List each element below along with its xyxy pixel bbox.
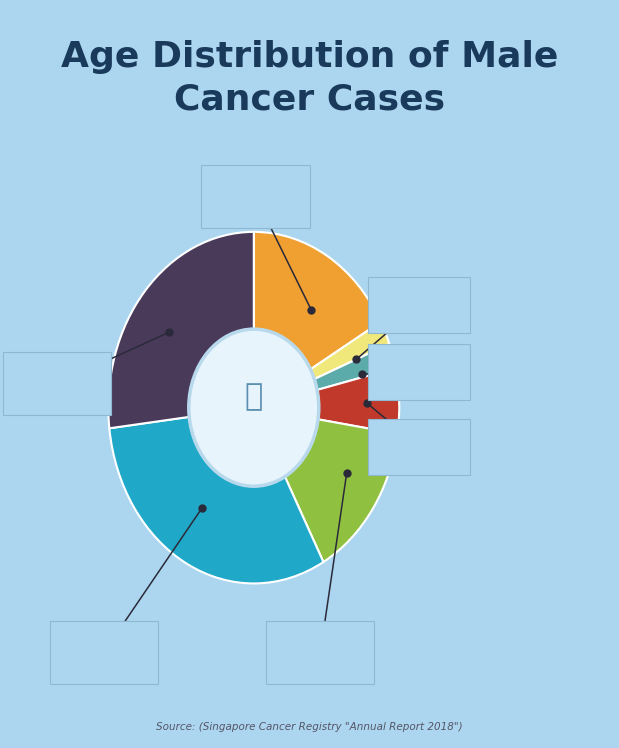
Text: Years old: Years old [393, 441, 446, 453]
Wedge shape [110, 417, 323, 583]
Wedge shape [314, 344, 396, 390]
Text: 🎗: 🎗 [245, 382, 263, 411]
FancyBboxPatch shape [368, 277, 470, 333]
Text: 40-49: 40-49 [402, 428, 436, 441]
Text: Years old: Years old [229, 190, 282, 203]
Text: Years old: Years old [31, 377, 84, 390]
FancyBboxPatch shape [201, 165, 310, 228]
Text: Years old: Years old [393, 298, 446, 311]
FancyBboxPatch shape [368, 419, 470, 475]
FancyBboxPatch shape [50, 621, 158, 684]
Text: Source: (Singapore Cancer Registry "Annual Report 2018"): Source: (Singapore Cancer Registry "Annu… [156, 722, 463, 732]
Text: 80+: 80+ [308, 632, 332, 645]
Text: 60-69: 60-69 [87, 632, 121, 645]
Text: Years old: Years old [77, 646, 130, 659]
Wedge shape [311, 322, 389, 379]
Text: 16.9%: 16.9% [224, 208, 287, 226]
Text: 70-79: 70-79 [40, 363, 74, 375]
Text: 14.7%: 14.7% [289, 664, 352, 682]
Text: 2.2%: 2.2% [394, 313, 444, 332]
FancyBboxPatch shape [368, 344, 470, 400]
Wedge shape [108, 232, 254, 429]
FancyBboxPatch shape [266, 621, 374, 684]
Text: Years old: Years old [294, 646, 347, 659]
Text: 6.0%: 6.0% [394, 456, 444, 474]
Circle shape [189, 329, 319, 486]
Text: Age Distribution of Male
Cancer Cases: Age Distribution of Male Cancer Cases [61, 40, 558, 117]
Text: 50-59: 50-59 [238, 176, 272, 188]
Text: Years old: Years old [393, 366, 446, 378]
Text: 2.3%: 2.3% [394, 381, 444, 399]
Wedge shape [285, 420, 397, 562]
Text: 31.1%: 31.1% [72, 664, 135, 682]
Text: 26.9%: 26.9% [26, 395, 89, 413]
Wedge shape [317, 368, 399, 434]
FancyBboxPatch shape [3, 352, 111, 415]
Text: 30-39: 30-39 [402, 353, 436, 367]
Wedge shape [254, 232, 381, 370]
Text: 0-29: 0-29 [406, 286, 433, 299]
